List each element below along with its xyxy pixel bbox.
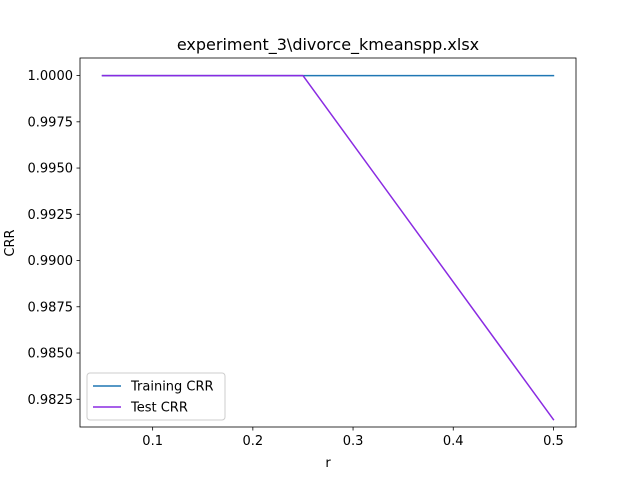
series-line-2 <box>101 74 555 421</box>
plot-area <box>101 74 555 421</box>
y-tick-label: 0.9950 <box>28 162 74 177</box>
x-tick-label: 0.1 <box>142 434 163 449</box>
legend-label-2: Test CRR <box>130 401 188 416</box>
axes-frame <box>79 57 577 428</box>
x-tick-label: 0.4 <box>443 434 464 449</box>
y-tick-label: 0.9900 <box>28 254 74 269</box>
x-axis-label: r <box>325 456 331 471</box>
y-tick-label: 0.9850 <box>28 347 74 362</box>
legend: Training CRR Test CRR <box>86 372 226 421</box>
y-tick-label: 1.0000 <box>28 69 74 84</box>
axes: 0.1 0.2 0.3 0.4 0.5 0.9825 0.9850 0.9875 0.9900 0… <box>28 57 577 449</box>
chart-title: experiment_3\divorce_kmeanspp.xlsx <box>177 35 479 55</box>
y-tick-label: 0.9925 <box>28 208 74 223</box>
x-tick-label: 0.2 <box>243 434 264 449</box>
y-tick-label: 0.9975 <box>28 115 74 130</box>
y-axis-label: CRR <box>3 229 18 256</box>
y-tick-label: 0.9875 <box>28 300 74 315</box>
legend-box <box>86 372 226 421</box>
x-tick-label: 0.3 <box>343 434 364 449</box>
y-tick-label: 0.9825 <box>28 393 74 408</box>
legend-label-1: Training CRR <box>130 380 214 395</box>
x-tick-label: 0.5 <box>543 434 564 449</box>
